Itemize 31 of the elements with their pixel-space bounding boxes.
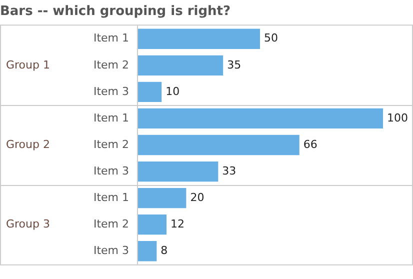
y-tick-label: Item 1 [93,111,129,124]
data-label: 100 [387,111,408,124]
data-label: 35 [227,58,242,72]
y-tick-label: Item 1 [93,32,129,45]
bar [137,82,162,102]
data-label: 20 [190,190,204,204]
y-tick-label: Item 2 [93,58,129,72]
data-label: 8 [160,244,168,257]
text: Group 1 [6,58,50,72]
text: Group 3 [6,217,50,230]
data-label: 12 [170,217,185,230]
data-label: 33 [222,164,236,178]
bar [137,134,300,156]
bar [137,188,186,208]
y-tick-label: Item 3 [93,84,129,98]
bar [137,241,157,262]
bar [137,161,218,182]
y-tick-label: Item 2 [93,138,129,151]
bar [137,28,260,49]
y-tick-label: Item 2 [93,217,129,230]
y-tick-label: Item 3 [93,164,129,178]
y-tick-label: Item 3 [93,244,129,257]
data-label: 66 [303,138,318,151]
bar [137,108,383,129]
data-label: 10 [166,84,180,98]
text: Group 2 [6,138,50,151]
bar [137,55,224,76]
chart-title: Bars -- which grouping is right? [0,4,231,20]
data-label: 50 [264,32,278,45]
bar [137,214,167,235]
y-tick-label: Item 1 [93,190,129,204]
